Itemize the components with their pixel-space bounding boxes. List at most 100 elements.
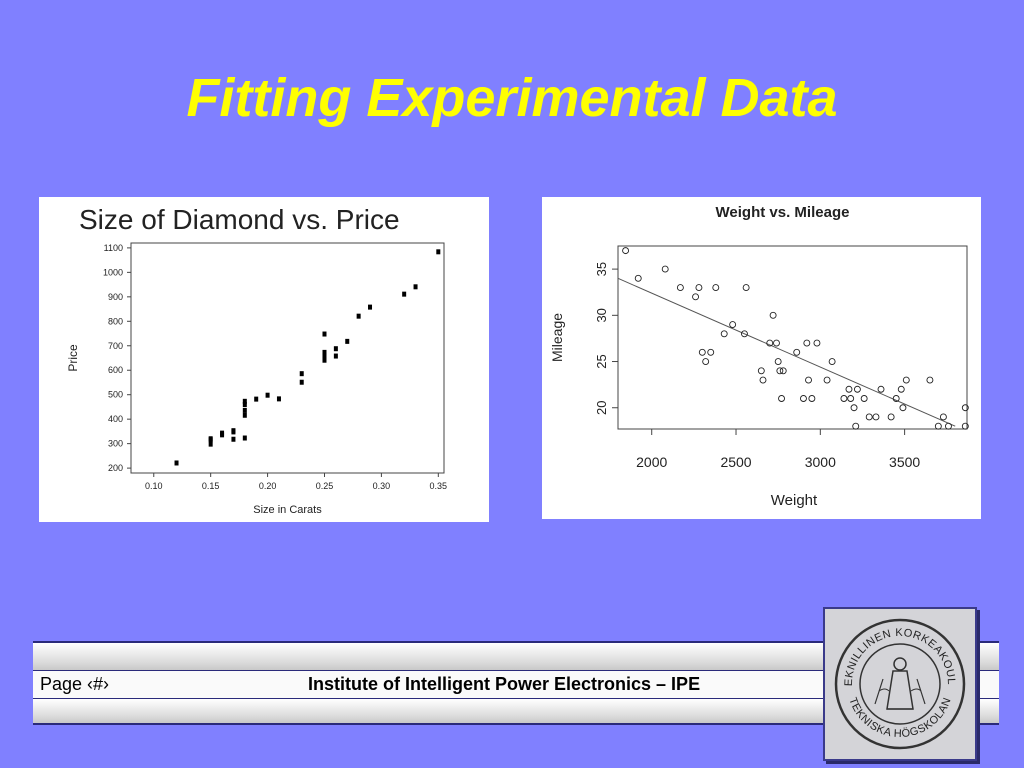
data-point (702, 358, 710, 365)
x-tick-label: 3500 (889, 454, 920, 470)
svg-text:TEKNISKA HÖGSKOLAN: TEKNISKA HÖGSKOLAN (846, 696, 954, 740)
data-point (729, 321, 737, 329)
x-tick-label: 0.35 (430, 481, 448, 491)
x-tick-label: 0.10 (145, 481, 163, 491)
y-tick-label: 35 (594, 262, 609, 276)
data-point (805, 376, 812, 384)
data-point (345, 338, 350, 344)
data-point (740, 330, 748, 338)
data-point (436, 249, 441, 255)
data-point (934, 422, 942, 430)
y-axis-label: Price (66, 344, 80, 372)
x-tick-label: 0.25 (316, 481, 334, 491)
weight-mileage-chart-panel: Weight vs. Mileage 20 25 30 35 2000 2500 3000 35… (542, 197, 981, 519)
y-tick-label: 700 (108, 341, 123, 351)
data-point (774, 358, 782, 365)
data-point (695, 284, 703, 292)
data-point (661, 265, 669, 273)
y-tick-label: 200 (108, 463, 123, 473)
data-point (813, 339, 821, 347)
data-point (860, 395, 868, 402)
data-point (759, 376, 767, 384)
data-point (887, 413, 895, 421)
data-point (961, 404, 969, 412)
data-point (242, 398, 247, 404)
y-tick-label: 300 (108, 439, 123, 449)
x-tick-label: 0.20 (259, 481, 277, 491)
seal-icon: TEKNILLINEN KORKEAKOULU TEKNISKA HÖGSKOL… (821, 600, 966, 750)
data-point (402, 291, 407, 297)
data-point (692, 293, 700, 301)
data-point (897, 385, 905, 393)
chart-title: Size of Diamond vs. Price (79, 204, 400, 235)
data-point (712, 284, 720, 292)
data-point (778, 395, 785, 402)
y-tick-label: 900 (108, 292, 123, 302)
data-point (945, 422, 952, 430)
footer-page-number: Page ‹#› (40, 674, 110, 694)
university-seal-logo: TEKNILLINEN KORKEAKOULU TEKNISKA HÖGSKOL… (821, 600, 977, 761)
data-point (299, 371, 304, 377)
data-point (368, 304, 373, 310)
data-point (776, 367, 784, 375)
y-tick-label: 30 (594, 308, 609, 322)
y-tick-label: 500 (108, 390, 123, 400)
data-point (720, 330, 728, 338)
data-point (779, 367, 787, 375)
chart-title: Weight vs. Mileage (716, 204, 850, 221)
data-point (242, 407, 247, 413)
data-point (242, 412, 247, 418)
x-tick-label: 3000 (805, 454, 836, 470)
data-point (800, 395, 807, 402)
data-point (622, 247, 630, 255)
data-point (872, 413, 880, 421)
y-tick-label: 800 (108, 316, 123, 326)
x-tick-label: 0.30 (373, 481, 391, 491)
data-point (892, 395, 900, 402)
data-point (803, 339, 811, 347)
data-point (242, 402, 247, 407)
x-tick-label: 2000 (636, 454, 667, 470)
data-point (299, 379, 304, 385)
y-tick-label: 600 (108, 365, 123, 375)
data-point (847, 395, 855, 402)
data-point (333, 353, 338, 359)
data-point (220, 430, 225, 436)
regression-line (617, 277, 956, 427)
slide-title: Fitting Experimental Data (186, 68, 838, 128)
data-point (793, 348, 801, 356)
data-point (322, 349, 327, 355)
data-point (322, 353, 327, 359)
data-point (231, 436, 236, 442)
data-point (828, 358, 836, 365)
data-point (707, 348, 715, 356)
diamond-price-chart-panel: Size of Diamond vs. Price 200 300 400 500 600… (39, 197, 489, 522)
data-point (902, 376, 910, 384)
data-point (845, 385, 853, 393)
data-point (333, 346, 338, 352)
footer-institute-name: Institute of Intelligent Power Electroni… (308, 674, 701, 694)
data-point (742, 284, 750, 292)
data-point (850, 404, 858, 412)
data-point (757, 367, 765, 375)
x-axis-label: Size in Carats (253, 504, 322, 516)
y-axis-label: Mileage (549, 313, 565, 362)
data-point (322, 331, 327, 337)
data-point (840, 395, 848, 402)
data-point (899, 404, 907, 412)
weight-mileage-chart: Weight vs. Mileage 20 25 30 35 2000 2500 3000 35… (549, 204, 969, 509)
data-point (208, 441, 213, 447)
data-point (276, 396, 281, 402)
data-point (174, 460, 179, 466)
plot-frame (617, 245, 968, 430)
data-point (413, 284, 418, 290)
data-point (698, 348, 706, 356)
data-point (939, 413, 947, 421)
data-point (926, 376, 934, 384)
data-point (322, 357, 327, 363)
data-point (254, 396, 259, 402)
data-point (865, 413, 873, 421)
data-point (769, 311, 777, 319)
data-point (356, 313, 361, 319)
y-tick-label: 400 (108, 414, 123, 424)
